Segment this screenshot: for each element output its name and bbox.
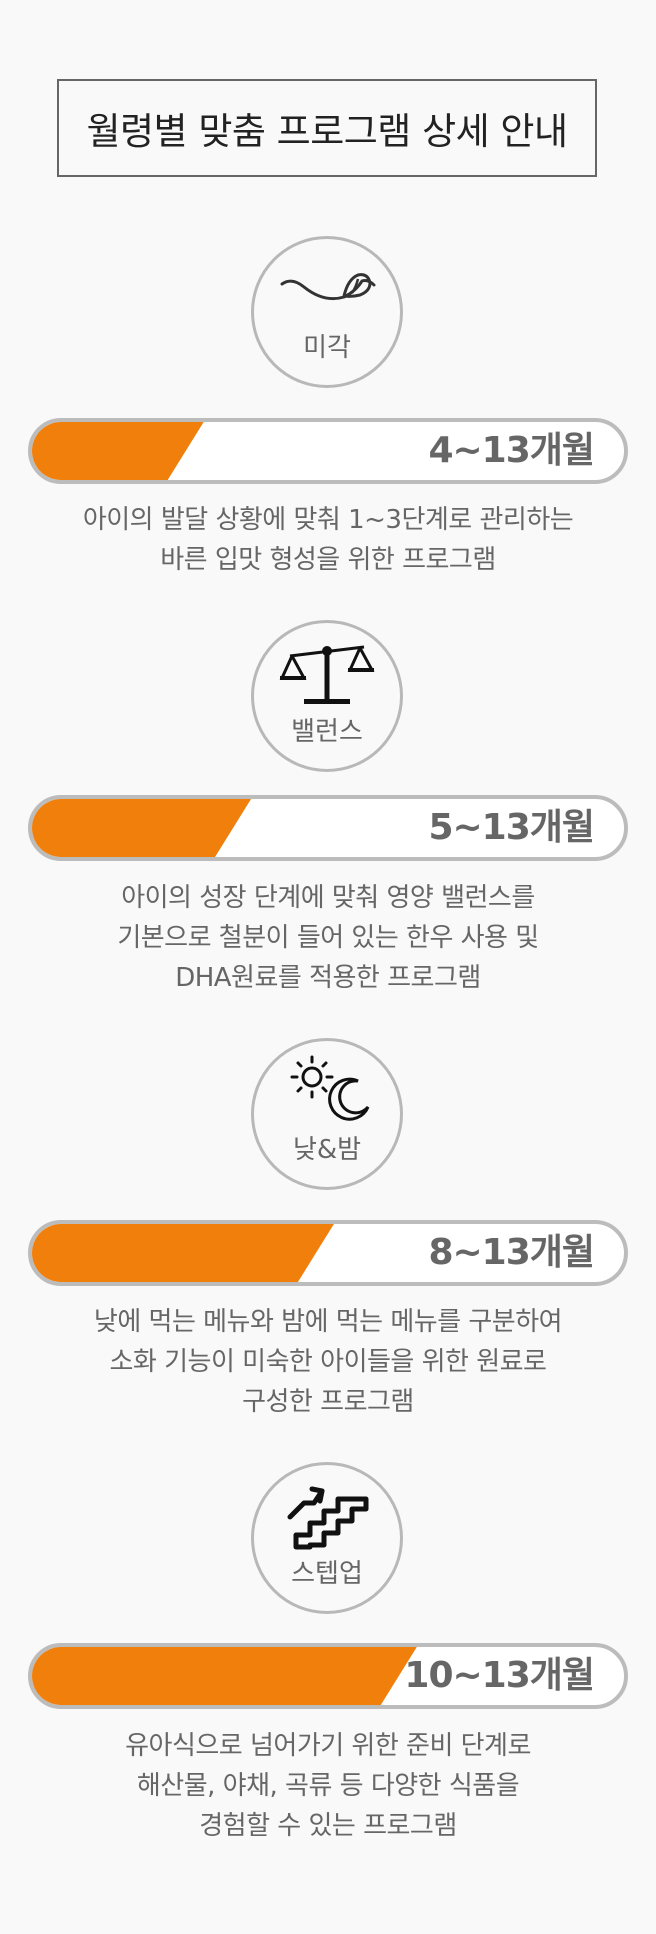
description-line: 경험할 수 있는 프로그램: [199, 1811, 457, 1841]
sun-moon-icon: [290, 1055, 370, 1121]
program-description: 아이의 성장 단계에 맞춰 영양 밸런스를 기본으로 철분이 들어 있는 한우 …: [0, 878, 656, 998]
description-line: 낮에 먹는 메뉴와 밤에 먹는 메뉴를 구분하여: [93, 1307, 563, 1337]
program-age-bar: 4~13개월: [28, 418, 628, 484]
program-months: 4~13개월: [428, 430, 595, 471]
program-months: 8~13개월: [428, 1232, 595, 1273]
program-description: 유아식으로 넘어가기 위한 준비 단계로 해산물, 야채, 곡류 등 다양한 식…: [0, 1726, 656, 1846]
program-description: 아이의 발달 상황에 맞춰 1~3단계로 관리하는 바른 입맛 형성을 위한 프…: [0, 500, 656, 580]
program-description: 낮에 먹는 메뉴와 밤에 먹는 메뉴를 구분하여 소화 기능이 미숙한 아이들을…: [0, 1302, 656, 1422]
progress-fill: [32, 1647, 417, 1705]
program-age-bar: 8~13개월: [28, 1220, 628, 1286]
program-months: 5~13개월: [428, 807, 595, 848]
progress-fill: [32, 422, 204, 480]
program-age-bar: 5~13개월: [28, 795, 628, 861]
description-line: DHA원료를 적용한 프로그램: [175, 963, 481, 993]
description-line: 유아식으로 넘어가기 위한 준비 단계로: [125, 1731, 531, 1761]
stairs-up-icon: [287, 1486, 369, 1550]
program-icon-circle: 낮&밤: [251, 1038, 403, 1190]
program-label: 밸런스: [291, 717, 363, 747]
description-line: 아이의 발달 상황에 맞춰 1~3단계로 관리하는: [82, 505, 574, 535]
program-label: 스텝업: [291, 1559, 363, 1589]
progress-fill: [32, 799, 252, 857]
page-title: 월령별 맞춤 프로그램 상세 안내: [57, 79, 597, 177]
program-label: 낮&밤: [292, 1135, 362, 1165]
description-line: 소화 기능이 미숙한 아이들을 위한 원료로: [109, 1347, 547, 1377]
description-line: 구성한 프로그램: [242, 1387, 414, 1417]
program-icon-circle: 밸런스: [251, 620, 403, 772]
tongue-icon: [280, 273, 376, 301]
description-line: 해산물, 야채, 곡류 등 다양한 식품을: [136, 1771, 520, 1801]
program-icon-circle: 미각: [251, 236, 403, 388]
program-age-bar: 10~13개월: [28, 1643, 628, 1709]
progress-fill: [32, 1224, 334, 1282]
description-line: 아이의 성장 단계에 맞춰 영양 밸런스를: [121, 883, 535, 913]
program-months: 10~13개월: [404, 1655, 595, 1696]
description-line: 기본으로 철분이 들어 있는 한우 사용 및: [117, 923, 539, 953]
description-line: 바른 입맛 형성을 위한 프로그램: [160, 545, 496, 575]
program-label: 미각: [303, 333, 351, 363]
balance-scale-icon: [279, 645, 375, 704]
program-icon-circle: 스텝업: [251, 1462, 403, 1614]
